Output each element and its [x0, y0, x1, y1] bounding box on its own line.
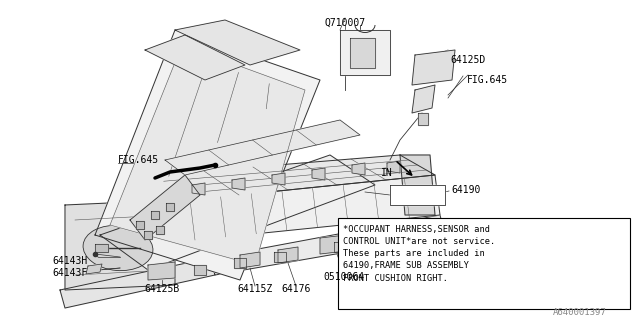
Polygon shape [374, 237, 386, 247]
Text: 64115Z: 64115Z [237, 284, 273, 294]
Polygon shape [334, 242, 346, 252]
Polygon shape [155, 155, 435, 200]
Text: 64125D: 64125D [450, 55, 485, 65]
Polygon shape [165, 120, 360, 175]
Polygon shape [240, 252, 260, 268]
Text: Q710007: Q710007 [324, 18, 365, 28]
Polygon shape [65, 200, 175, 290]
Text: A640001397: A640001397 [553, 308, 607, 317]
Polygon shape [60, 258, 215, 308]
Text: 64143F: 64143F [52, 268, 87, 278]
Polygon shape [95, 244, 108, 252]
Polygon shape [144, 231, 152, 239]
Text: 64125B: 64125B [145, 284, 180, 294]
Polygon shape [166, 203, 174, 211]
Polygon shape [352, 163, 365, 175]
Polygon shape [192, 183, 205, 195]
Polygon shape [274, 252, 286, 262]
Polygon shape [412, 50, 455, 85]
Text: FIG.645: FIG.645 [467, 75, 508, 85]
Polygon shape [350, 38, 375, 68]
Polygon shape [320, 234, 355, 254]
Polygon shape [278, 247, 298, 263]
Polygon shape [151, 211, 159, 219]
Text: 64176: 64176 [282, 284, 310, 294]
Polygon shape [95, 30, 320, 280]
Polygon shape [190, 175, 440, 240]
Polygon shape [412, 85, 435, 113]
Polygon shape [340, 30, 390, 75]
Polygon shape [100, 155, 375, 270]
Polygon shape [148, 262, 175, 280]
Text: FIG.645: FIG.645 [118, 155, 159, 165]
Polygon shape [387, 161, 400, 173]
Polygon shape [272, 173, 285, 185]
Text: 64190: 64190 [451, 185, 481, 195]
Text: 64143H: 64143H [52, 256, 87, 266]
Polygon shape [145, 35, 245, 80]
Text: 0510064: 0510064 [323, 272, 365, 282]
Text: IN: IN [381, 168, 393, 178]
Polygon shape [234, 258, 246, 268]
Ellipse shape [83, 225, 153, 271]
Polygon shape [175, 20, 300, 65]
Polygon shape [86, 264, 102, 274]
Bar [338, 218, 630, 309]
Polygon shape [136, 221, 144, 229]
Polygon shape [312, 168, 325, 180]
Polygon shape [194, 265, 206, 275]
Polygon shape [400, 155, 435, 215]
Polygon shape [232, 178, 245, 190]
Polygon shape [390, 185, 445, 205]
Polygon shape [156, 226, 164, 234]
Text: *OCCUPANT HARNESS,SENSOR and
CONTROL UNIT*are not service.
These parts are inclu: *OCCUPANT HARNESS,SENSOR and CONTROL UNI… [343, 225, 495, 283]
Polygon shape [130, 175, 200, 240]
Polygon shape [210, 215, 445, 275]
Polygon shape [110, 45, 305, 265]
Polygon shape [418, 113, 428, 125]
